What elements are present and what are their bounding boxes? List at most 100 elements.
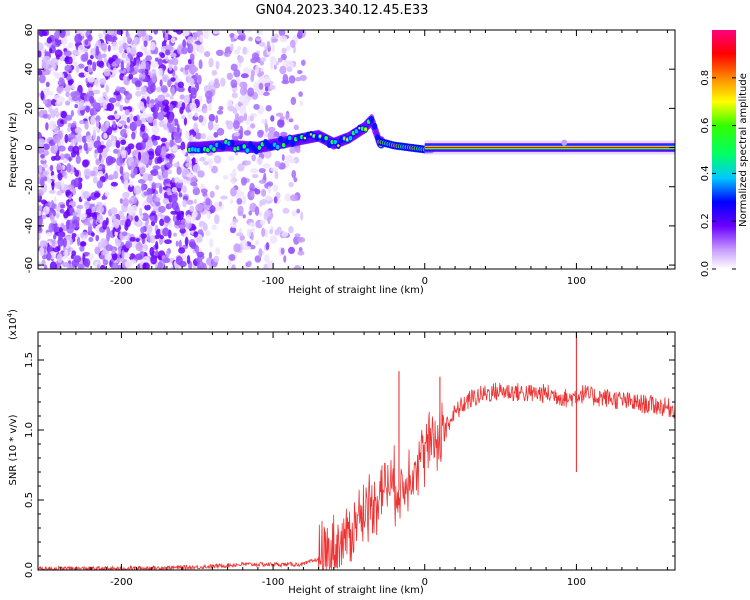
heatmap-cell xyxy=(140,45,145,52)
heatmap-cell xyxy=(215,247,221,256)
heatmap-cell xyxy=(113,220,120,229)
heatmap-cell xyxy=(49,214,55,221)
heatmap-cell xyxy=(192,164,201,174)
heatmap-cell xyxy=(208,251,213,259)
heatmap-cell xyxy=(57,237,65,247)
x-tick-label: -100 xyxy=(262,577,285,588)
heatmap-cell xyxy=(162,197,169,205)
heatmap-cell xyxy=(369,115,375,123)
heatmap-cell xyxy=(289,39,296,48)
heatmap-cell xyxy=(39,246,45,257)
heatmap-cell xyxy=(209,238,214,248)
heatmap-cell xyxy=(291,209,298,217)
heatmap-cell xyxy=(92,126,100,132)
heatmap-cell xyxy=(279,35,288,43)
heatmap-cell xyxy=(94,246,101,255)
heatmap-cell xyxy=(173,232,177,237)
heatmap-cell xyxy=(258,212,263,217)
heatmap-cell xyxy=(126,116,131,123)
heatmap-cell xyxy=(38,151,41,161)
heatmap-cell xyxy=(58,227,63,234)
heatmap-cell xyxy=(262,163,271,169)
heatmap-cell xyxy=(143,191,149,196)
y-tick-label: -40 xyxy=(24,218,35,234)
heatmap-cell xyxy=(263,254,270,263)
heatmap-cell xyxy=(243,112,248,122)
heatmap-cell xyxy=(56,130,64,140)
heatmap-cell xyxy=(101,148,108,158)
heatmap-cell xyxy=(269,84,276,90)
heatmap-cell xyxy=(62,262,70,268)
svg-text:(x104): (x104) xyxy=(6,309,19,340)
heatmap-cell xyxy=(167,79,172,88)
heatmap-cell xyxy=(42,113,50,119)
heatmap-cell xyxy=(175,30,183,35)
heatmap-cell xyxy=(255,65,260,75)
heatmap-cell xyxy=(270,167,278,172)
heatmap-cell xyxy=(220,195,228,200)
heatmap-cell xyxy=(266,40,271,49)
heatmap-cell xyxy=(46,232,53,237)
heatmap-cell xyxy=(227,105,235,112)
heatmap-cell xyxy=(110,207,118,215)
heatmap-cell xyxy=(61,78,65,88)
heatmap-cell xyxy=(198,44,205,54)
heatmap-cell xyxy=(288,181,294,188)
heatmap-cell xyxy=(245,148,250,153)
heatmap-cell xyxy=(195,203,204,213)
heatmap-cell xyxy=(64,249,69,258)
heatmap-cell xyxy=(140,118,147,123)
heatmap-cell xyxy=(54,73,59,79)
heatmap-cell xyxy=(250,57,258,64)
heatmap-cell xyxy=(47,179,52,184)
heatmap-cell xyxy=(104,33,113,42)
heatmap-cell xyxy=(179,94,185,100)
heatmap-cell xyxy=(63,211,69,219)
heatmap-cell xyxy=(154,213,158,224)
heatmap-cell xyxy=(97,263,101,269)
heatmap-cell xyxy=(149,83,156,93)
x-tick-label: -200 xyxy=(110,577,133,588)
heatmap-cell xyxy=(202,223,208,232)
heatmap-cell xyxy=(274,170,279,180)
heatmap-cell xyxy=(118,45,124,54)
heatmap-cell xyxy=(229,226,237,234)
heatmap-cell xyxy=(264,81,271,89)
heatmap-cell xyxy=(74,33,83,44)
heatmap-cell xyxy=(70,91,79,98)
heatmap-cell xyxy=(274,160,281,168)
heatmap-cell xyxy=(46,252,52,261)
heatmap-cell xyxy=(293,177,298,183)
heatmap-cell xyxy=(67,133,76,140)
heatmap-cell xyxy=(90,47,96,56)
heatmap-cell xyxy=(215,184,220,191)
heatmap-cell xyxy=(146,194,154,204)
heatmap-cell xyxy=(96,180,103,189)
heatmap-cell xyxy=(177,210,184,220)
heatmap-cell xyxy=(134,158,140,164)
heatmap-cell xyxy=(178,239,182,250)
colorbar xyxy=(712,30,736,269)
heatmap-cell xyxy=(127,205,135,216)
heatmap-cell xyxy=(127,52,132,59)
heatmap-cell xyxy=(193,122,198,132)
y-tick-label: -60 xyxy=(24,257,35,273)
heatmap-cell xyxy=(41,59,50,69)
heatmap-cell xyxy=(54,49,63,58)
heatmap-cell xyxy=(185,155,191,162)
heatmap-cell xyxy=(244,30,253,33)
heatmap-cell xyxy=(186,254,191,265)
heatmap-cell xyxy=(88,212,96,217)
heatmap-cell xyxy=(239,191,245,197)
heatmap-cell xyxy=(38,218,43,226)
heatmap-cell xyxy=(75,155,81,164)
heatmap-cell xyxy=(70,138,77,146)
heatmap-cell xyxy=(103,68,111,77)
heatmap-cell xyxy=(160,146,167,156)
heatmap-cell xyxy=(133,36,140,46)
heatmap-cell xyxy=(295,147,301,154)
heatmap-cell xyxy=(68,223,76,230)
heatmap-cell xyxy=(83,200,90,210)
heatmap-cell xyxy=(140,123,146,133)
heatmap-cell xyxy=(134,215,139,222)
